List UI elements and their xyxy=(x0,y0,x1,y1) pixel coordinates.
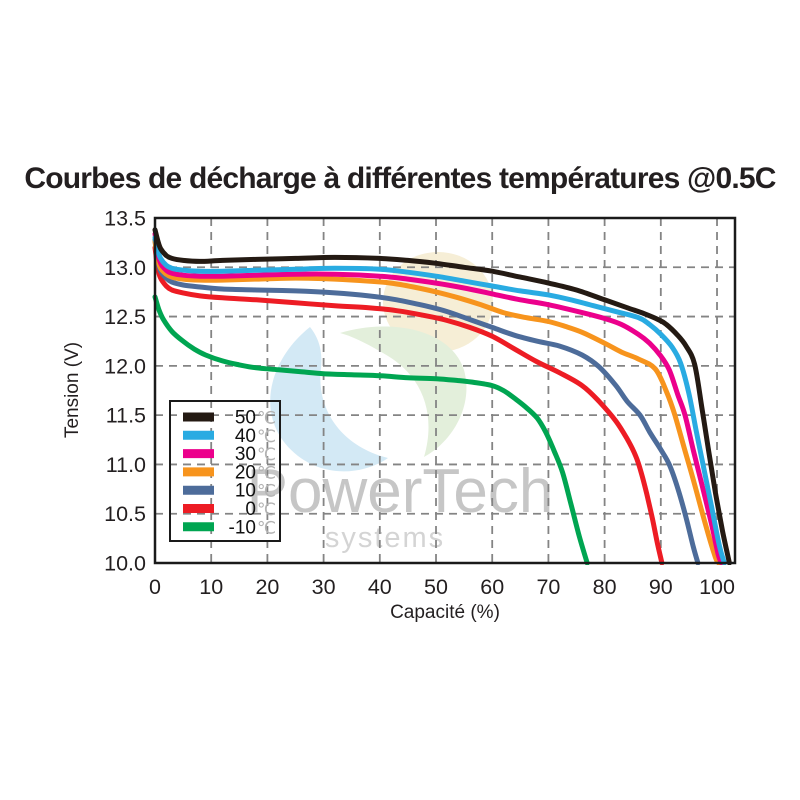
legend: 50 ℃40 ℃30 ℃20 ℃10 ℃0 ℃-10 ℃ xyxy=(169,400,281,542)
x-tick-40: 40 xyxy=(368,575,392,599)
legend-unit-10c: ℃ xyxy=(257,482,276,501)
legend-item-10c: 10 ℃ xyxy=(183,481,276,502)
x-tick-30: 30 xyxy=(312,575,336,599)
y-tick-12.0: 12.0 xyxy=(104,354,146,378)
legend-unit-20c: ℃ xyxy=(257,463,276,482)
legend-label-30c: 30 xyxy=(235,444,256,465)
legend-unit-50c: ℃ xyxy=(257,409,276,428)
x-axis-label: Capacité (%) xyxy=(390,602,500,623)
curve-10c xyxy=(152,237,701,565)
legend-unit-0c: ℃ xyxy=(257,500,276,519)
curve-50c xyxy=(152,227,732,565)
x-tick-80: 80 xyxy=(593,575,617,599)
y-tick-12.5: 12.5 xyxy=(104,305,146,329)
plot-frame xyxy=(153,216,737,565)
legend-unit-40c: ℃ xyxy=(257,427,276,446)
legend-box xyxy=(169,400,281,542)
legend-unit-30c: ℃ xyxy=(257,445,276,464)
curve-minus10c xyxy=(152,294,590,565)
curve-20c xyxy=(152,239,722,565)
legend-label-minus10c: -10 xyxy=(229,517,256,538)
x-tick-70: 70 xyxy=(536,575,560,599)
x-tick-50: 50 xyxy=(424,575,448,599)
x-tick-100: 100 xyxy=(699,575,735,599)
legend-item-50c: 50 ℃ xyxy=(183,408,276,429)
legend-item-minus10c: -10 ℃ xyxy=(183,517,276,538)
legend-label-40c: 40 xyxy=(235,426,256,447)
y-tick-13.5: 13.5 xyxy=(104,207,146,231)
x-tick-10: 10 xyxy=(199,575,223,599)
x-tick-labels: 0 10 20 30 40 50 60 70 80 90 100 xyxy=(149,575,735,599)
x-tick-90: 90 xyxy=(649,575,673,599)
legend-unit-minus10c: ℃ xyxy=(257,518,276,537)
legend-label-20c: 20 xyxy=(235,462,256,483)
legend-item-20c: 20 ℃ xyxy=(183,462,276,483)
watermark-logo-green-petal xyxy=(340,326,467,457)
legend-item-40c: 40 ℃ xyxy=(183,426,276,447)
curves xyxy=(152,227,732,565)
x-tick-20: 20 xyxy=(255,575,279,599)
y-tick-10.5: 10.5 xyxy=(104,502,146,526)
x-tick-60: 60 xyxy=(480,575,504,599)
y-tick-10.0: 10.0 xyxy=(104,552,146,576)
legend-label-10c: 10 xyxy=(235,481,256,502)
curve-40c xyxy=(152,235,727,565)
chart-title: Courbes de décharge à différentes tempér… xyxy=(24,162,776,195)
watermark-text-line1: PowerTech xyxy=(247,457,554,526)
curve-0c xyxy=(152,245,665,565)
legend-item-30c: 30 ℃ xyxy=(183,444,276,465)
y-tick-labels: 13.5 13.0 12.5 12.0 11.5 11.0 10.5 10.0 xyxy=(104,207,146,576)
legend-item-0c: 0 ℃ xyxy=(183,499,276,520)
y-tick-13.0: 13.0 xyxy=(104,256,146,280)
watermark-text-line2: systems xyxy=(325,522,445,554)
y-axis-label: Tension (V) xyxy=(62,341,83,439)
x-tick-0: 0 xyxy=(149,575,161,599)
y-tick-11.0: 11.0 xyxy=(106,453,146,477)
watermark-logo-blue-petal xyxy=(270,327,388,472)
legend-label-0c: 0 xyxy=(245,499,256,520)
legend-label-50c: 50 xyxy=(235,408,256,429)
y-tick-11.5: 11.5 xyxy=(106,404,146,428)
curve-30c xyxy=(152,231,724,565)
